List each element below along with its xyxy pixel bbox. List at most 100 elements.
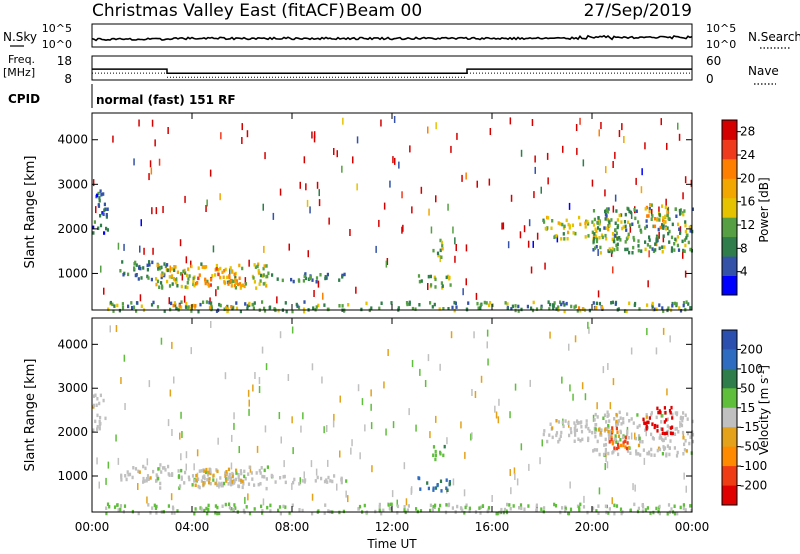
scatter-cell [179,432,181,440]
echo-cell [437,507,441,512]
scatter-cell [299,181,301,189]
echo-cell [684,229,687,234]
echo-cell [198,273,201,277]
echo-cell [170,267,173,271]
echo-cell [573,305,576,309]
scatter-cell [473,331,475,339]
echo-cell [237,475,240,479]
echo-cell [176,509,179,513]
echo-cell [689,306,692,310]
echo-cell [311,278,314,282]
echo-cell [134,260,137,265]
scatter-cell [323,426,325,434]
echo-cell [532,300,535,305]
echo-cell [123,504,127,508]
echo-cell [627,220,630,224]
echo-cell [616,430,619,434]
scatter-cell [435,415,437,423]
echo-cell [658,409,661,413]
echo-cell [598,452,601,457]
echo-cell [677,248,681,252]
echo-cell [244,477,247,481]
scatter-cell [510,194,513,202]
echo-cell [118,308,121,313]
echo-cell [257,270,260,275]
echo-cell [403,508,406,512]
echo-cell [172,507,175,511]
echo-cell [180,468,183,473]
echo-cell [663,245,666,249]
echo-cell [432,486,435,490]
echo-cell [200,507,203,511]
colorbar-swatch [722,197,737,218]
scatter-cell [170,493,173,501]
echo-cell [683,209,686,213]
echo-cell [149,476,152,480]
echo-cell [204,281,207,286]
echo-cell [634,436,637,441]
echo-cell [689,504,692,508]
echo-cell [274,480,277,484]
echo-cell [508,503,511,507]
echo-cell [658,504,661,509]
echo-cell [658,246,661,251]
echo-cell [191,483,194,487]
echo-cell [592,234,595,238]
echo-cell [671,301,674,306]
echo-cell [360,307,363,312]
echo-cell [461,508,464,513]
scatter-cell [605,455,607,462]
echo-cell [256,264,259,269]
echo-cell [676,235,679,239]
echo-cell [564,419,567,423]
echo-cell [127,272,130,277]
echo-cell [674,301,677,306]
scatter-cell [316,181,319,189]
echo-cell [197,309,200,314]
scatter-cell [465,244,468,252]
echo-cell [617,440,620,444]
colorbar-tick-label: -100 [740,459,767,473]
echo-cell [205,265,208,269]
echo-cell [657,410,660,415]
echo-cell [666,444,669,448]
scatter-cell [391,490,394,498]
echo-cell [487,506,491,510]
echo-cell [656,406,659,411]
scatter-cell [264,425,267,433]
echo-cell [187,305,190,309]
echo-cell [239,478,243,483]
echo-cell [636,413,639,417]
echo-cell [103,231,106,235]
echo-cell [436,251,440,256]
noise-left-tick-top: 10^5 [42,22,72,35]
echo-cell [670,246,674,250]
echo-cell [613,503,616,508]
echo-cell [229,477,232,482]
echo-cell [683,448,686,452]
echo-cell [408,300,411,305]
echo-cell [199,302,202,307]
scatter-cell [328,217,330,225]
scatter-cell [279,331,282,339]
scatter-cell [392,156,394,164]
scatter-cell [162,206,164,213]
scatter-cell [181,273,184,281]
scatter-cell [385,260,388,268]
echo-cell [311,511,314,516]
echo-cell [298,482,301,486]
echo-cell [453,300,456,305]
scatter-cell [581,382,584,390]
echo-cell [691,439,694,444]
scatter-cell [315,468,318,476]
echo-cell [649,245,652,249]
scatter-cell [393,116,396,123]
echo-cell [432,445,436,449]
echo-cell [209,468,212,472]
echo-cell [205,300,208,304]
echo-cell [98,426,101,431]
echo-cell [624,309,627,313]
scatter-cell [380,119,382,127]
echo-cell [687,240,690,245]
